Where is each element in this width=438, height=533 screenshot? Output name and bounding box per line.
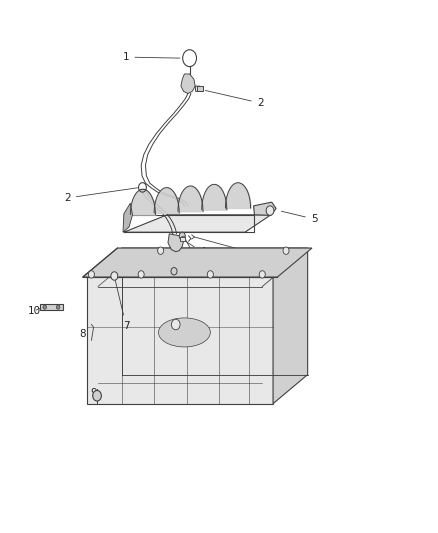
Polygon shape xyxy=(39,304,64,310)
Text: 2: 2 xyxy=(205,91,263,108)
Text: 7: 7 xyxy=(115,279,129,330)
Circle shape xyxy=(88,271,95,278)
Polygon shape xyxy=(124,215,271,232)
Polygon shape xyxy=(83,248,312,277)
Circle shape xyxy=(158,247,164,254)
Polygon shape xyxy=(123,203,133,232)
Circle shape xyxy=(57,305,60,309)
Polygon shape xyxy=(254,202,276,215)
Text: 6: 6 xyxy=(185,238,201,266)
Circle shape xyxy=(179,232,185,240)
Circle shape xyxy=(266,206,274,215)
Circle shape xyxy=(171,319,180,330)
Text: 5: 5 xyxy=(281,211,318,224)
Text: 4: 4 xyxy=(184,240,206,257)
Polygon shape xyxy=(168,234,184,252)
Circle shape xyxy=(283,247,289,254)
Polygon shape xyxy=(273,248,307,403)
Text: 3: 3 xyxy=(263,251,270,261)
Polygon shape xyxy=(87,248,307,277)
Text: 1: 1 xyxy=(123,52,180,62)
Ellipse shape xyxy=(159,318,210,347)
Circle shape xyxy=(138,271,144,278)
FancyBboxPatch shape xyxy=(197,86,203,91)
Polygon shape xyxy=(195,86,200,91)
Circle shape xyxy=(93,391,101,401)
Circle shape xyxy=(43,305,46,309)
Polygon shape xyxy=(87,277,273,403)
Circle shape xyxy=(207,271,213,278)
Text: 8: 8 xyxy=(79,329,86,339)
Circle shape xyxy=(111,272,118,280)
Circle shape xyxy=(259,271,265,278)
Text: 10: 10 xyxy=(27,306,40,316)
Polygon shape xyxy=(181,74,195,93)
Polygon shape xyxy=(180,238,185,241)
Text: 9: 9 xyxy=(90,388,97,398)
Text: 2: 2 xyxy=(64,188,138,203)
